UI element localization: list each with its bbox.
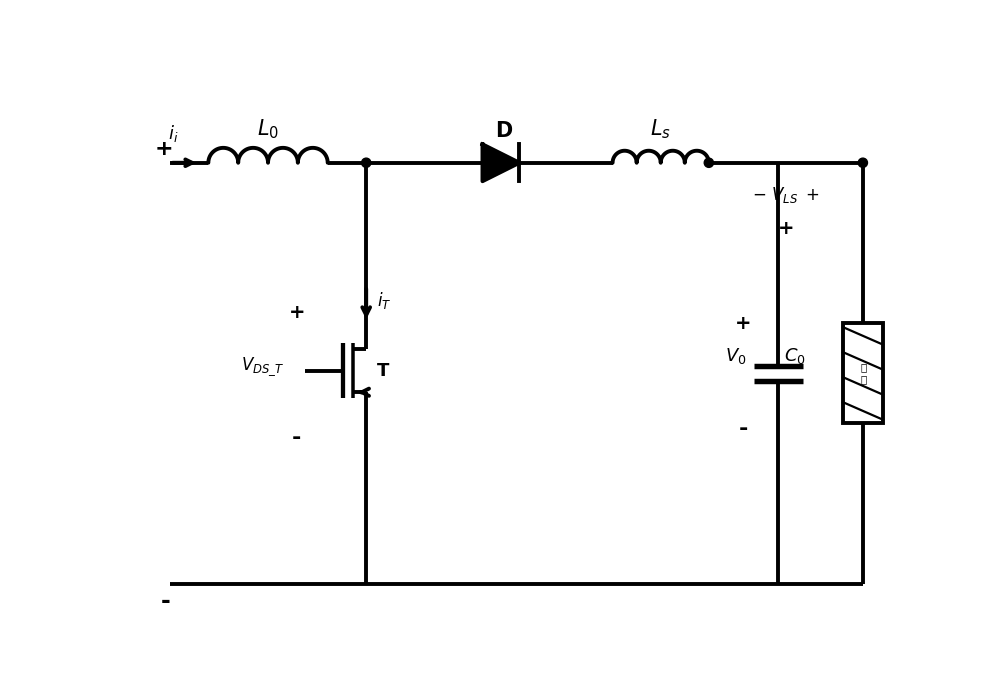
Circle shape bbox=[858, 158, 867, 167]
Text: +: + bbox=[735, 313, 752, 333]
Text: $V_{DS\_T}$: $V_{DS\_T}$ bbox=[241, 356, 284, 378]
Circle shape bbox=[704, 158, 713, 167]
Text: $i_T$: $i_T$ bbox=[377, 289, 391, 311]
Text: +: + bbox=[154, 139, 173, 159]
Text: 负
载: 负 载 bbox=[860, 362, 867, 384]
Text: $C_0$: $C_0$ bbox=[784, 347, 806, 367]
Text: $-\ V_{LS}\ +$: $-\ V_{LS}\ +$ bbox=[752, 185, 820, 205]
Polygon shape bbox=[482, 144, 519, 181]
Text: +: + bbox=[778, 218, 794, 238]
Text: -: - bbox=[292, 429, 302, 449]
Text: -: - bbox=[739, 419, 748, 439]
Text: $V_0$: $V_0$ bbox=[725, 347, 747, 367]
Circle shape bbox=[362, 158, 371, 167]
Bar bbox=[843, 323, 883, 424]
Text: -: - bbox=[161, 589, 171, 613]
Text: D: D bbox=[495, 121, 513, 141]
Text: $L_0$: $L_0$ bbox=[257, 118, 279, 141]
Text: T: T bbox=[377, 362, 389, 380]
Text: +: + bbox=[289, 303, 305, 322]
Text: $L_s$: $L_s$ bbox=[650, 118, 671, 141]
Text: $i_i$: $i_i$ bbox=[168, 123, 179, 143]
